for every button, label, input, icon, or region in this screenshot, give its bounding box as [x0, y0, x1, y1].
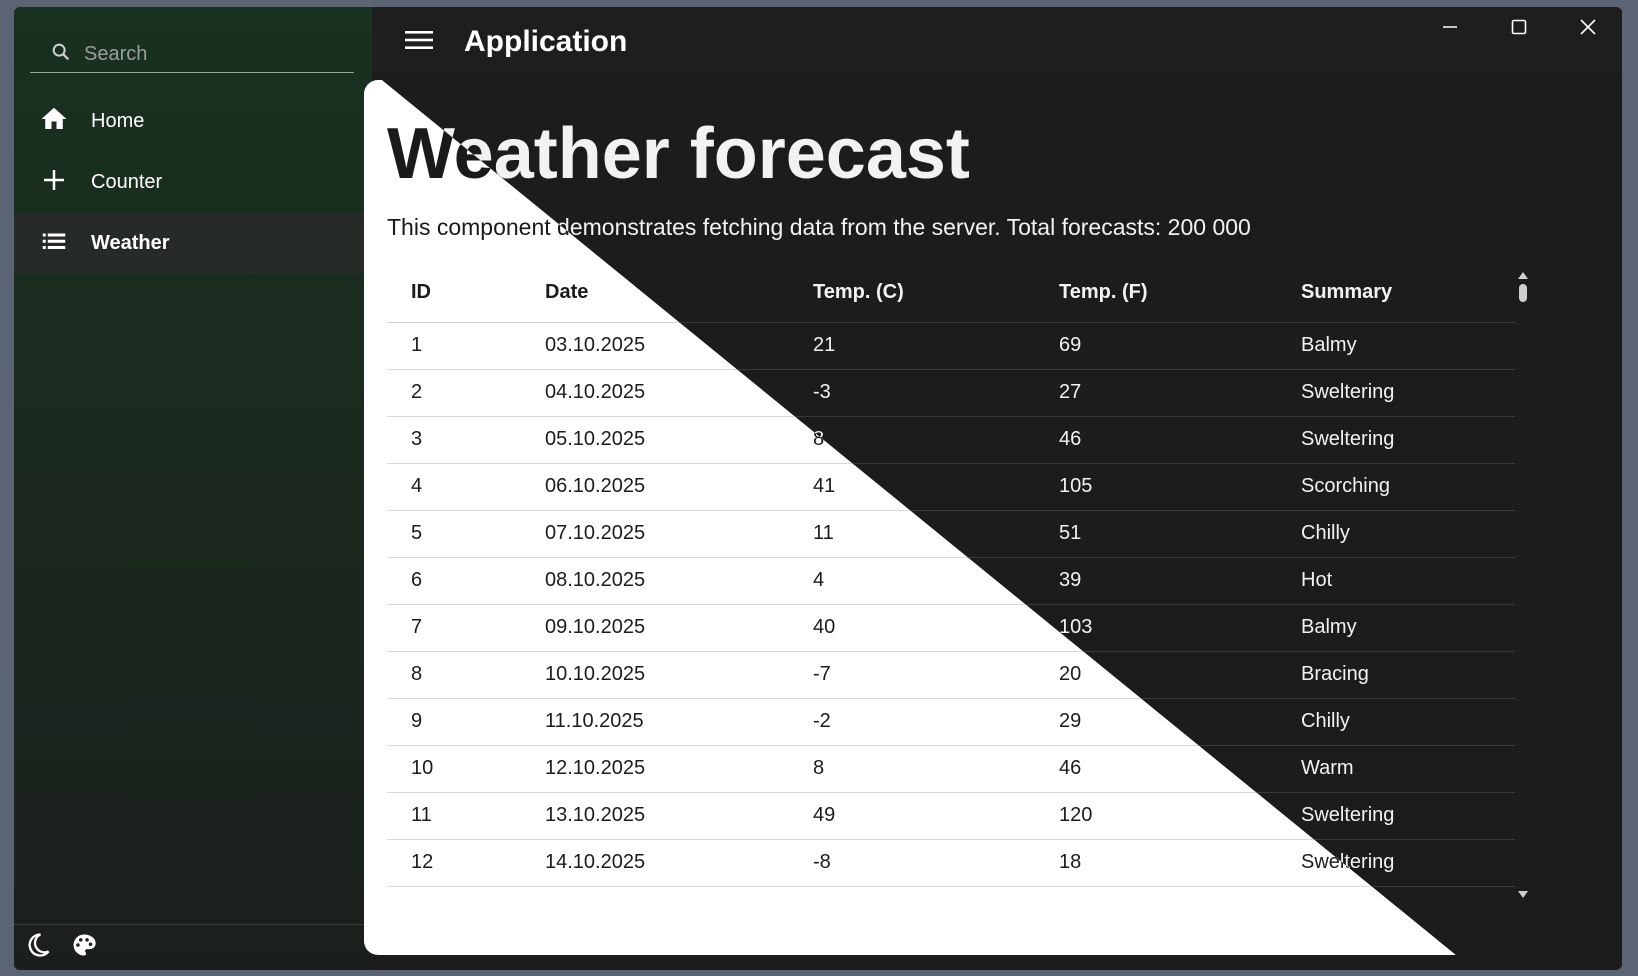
search-box[interactable]	[30, 36, 354, 73]
table-cell: 49	[789, 792, 1035, 840]
table-scrollbar[interactable]	[1516, 270, 1530, 900]
table-cell: 06.10.2025	[521, 463, 789, 511]
moon-icon[interactable]	[24, 931, 52, 964]
column-header-id[interactable]: ID	[387, 265, 521, 323]
table-cell: 1	[387, 322, 521, 370]
table-cell: 51	[1035, 510, 1277, 558]
table-cell: Bracing	[1277, 651, 1515, 699]
table-cell: 9	[387, 698, 521, 746]
scroll-up-arrow-icon[interactable]	[1518, 272, 1528, 279]
search-icon	[50, 41, 72, 68]
table-cell: Scorching	[1277, 463, 1515, 511]
list-icon	[39, 226, 69, 262]
column-header-temp-c[interactable]: Temp. (C)	[789, 265, 1035, 323]
nav-item-home[interactable]: Home	[14, 91, 372, 152]
column-header-summary[interactable]: Summary	[1277, 265, 1515, 323]
minimize-button[interactable]	[1415, 7, 1484, 51]
table-cell: 69	[1035, 322, 1277, 370]
table-cell: 10.10.2025	[521, 651, 789, 699]
palette-icon[interactable]	[70, 931, 98, 964]
home-icon	[39, 104, 69, 140]
maximize-icon	[1510, 18, 1528, 41]
close-icon	[1579, 18, 1597, 41]
maximize-button[interactable]	[1484, 7, 1553, 51]
minimize-icon	[1441, 18, 1459, 41]
scroll-down-arrow-icon[interactable]	[1518, 891, 1528, 898]
table-cell: Balmy	[1277, 604, 1515, 652]
table-cell: -3	[789, 369, 1035, 417]
nav-menu: Home Counter Weather	[14, 91, 372, 274]
menu-button[interactable]	[402, 25, 436, 59]
plus-icon	[39, 165, 69, 201]
nav-item-label: Counter	[91, 171, 163, 193]
scroll-thumb[interactable]	[1519, 284, 1527, 302]
table-cell: 12	[387, 839, 521, 887]
table-cell: 46	[1035, 416, 1277, 464]
table-cell: -2	[789, 698, 1035, 746]
app-title: Application	[464, 25, 628, 58]
sidebar-footer	[14, 924, 372, 970]
table-cell: 8	[387, 651, 521, 699]
search-input[interactable]	[84, 42, 334, 66]
table-cell: Sweltering	[1277, 416, 1515, 464]
table-cell: 40	[789, 604, 1035, 652]
column-header-temp-f[interactable]: Temp. (F)	[1035, 265, 1277, 323]
nav-item-weather[interactable]: Weather	[14, 213, 372, 274]
table-cell: 5	[387, 510, 521, 558]
table-cell: 13.10.2025	[521, 792, 789, 840]
table-cell: 10	[387, 745, 521, 793]
table-cell: 7	[387, 604, 521, 652]
table-cell: 8	[789, 745, 1035, 793]
table-cell: 39	[1035, 557, 1277, 605]
table-cell: Sweltering	[1277, 792, 1515, 840]
table-cell: 08.10.2025	[521, 557, 789, 605]
table-cell: 103	[1035, 604, 1277, 652]
table-cell: 21	[789, 322, 1035, 370]
table-cell: 18	[1035, 839, 1277, 887]
table-cell: -7	[789, 651, 1035, 699]
table-cell: 04.10.2025	[521, 369, 789, 417]
table-cell: 05.10.2025	[521, 416, 789, 464]
table-cell: 3	[387, 416, 521, 464]
table-cell: 120	[1035, 792, 1277, 840]
sidebar: Home Counter Weather	[14, 7, 372, 970]
nav-item-label: Home	[91, 110, 145, 132]
table-cell: -8	[789, 839, 1035, 887]
table-cell: 07.10.2025	[521, 510, 789, 558]
hamburger-icon	[405, 28, 433, 57]
table-cell: 27	[1035, 369, 1277, 417]
close-button[interactable]	[1553, 7, 1622, 51]
table-cell: 11.10.2025	[521, 698, 789, 746]
nav-item-counter[interactable]: Counter	[14, 152, 372, 213]
table-cell: 105	[1035, 463, 1277, 511]
nav-item-label: Weather	[91, 232, 170, 254]
table-cell: 6	[387, 557, 521, 605]
table-cell: Balmy	[1277, 322, 1515, 370]
table-cell: 2	[387, 369, 521, 417]
table-cell: Chilly	[1277, 510, 1515, 558]
table-cell: 11	[387, 792, 521, 840]
table-cell: Sweltering	[1277, 369, 1515, 417]
app-bar: Application	[372, 7, 1622, 77]
table-cell: Hot	[1277, 557, 1515, 605]
table-cell: 4	[387, 463, 521, 511]
table-cell: 14.10.2025	[521, 839, 789, 887]
table-cell: Chilly	[1277, 698, 1515, 746]
window-controls	[1415, 7, 1622, 51]
table-cell: Warm	[1277, 745, 1515, 793]
table-cell: 12.10.2025	[521, 745, 789, 793]
table-cell: 09.10.2025	[521, 604, 789, 652]
